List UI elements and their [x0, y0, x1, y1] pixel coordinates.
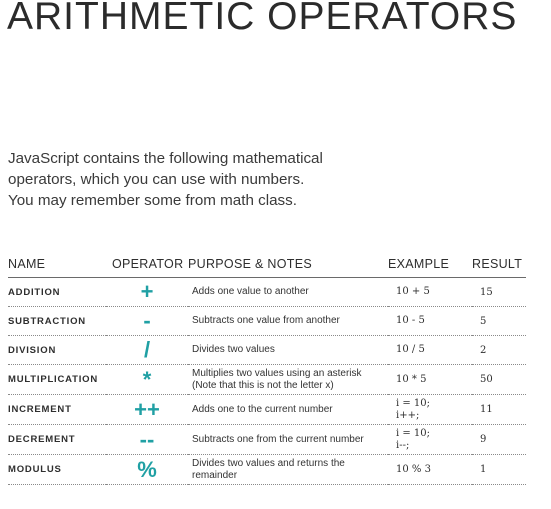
header-example: EXAMPLE: [388, 250, 472, 278]
operators-table: NAME OPERATOR PURPOSE & NOTES EXAMPLE RE…: [8, 250, 526, 485]
operator-symbol: %: [106, 454, 188, 485]
operator-purpose: Divides two values and returns the remai…: [188, 454, 388, 485]
page-title: ARITHMETIC OPERATORS: [7, 0, 518, 38]
operator-name: INCREMENT: [8, 394, 106, 425]
table-row: ADDITION + Adds one value to another 10 …: [8, 277, 526, 307]
operator-example: 10 * 5: [388, 364, 472, 395]
operator-purpose: Adds one value to another: [188, 277, 388, 307]
operator-purpose: Adds one to the current number: [188, 394, 388, 425]
operator-symbol: ++: [106, 394, 188, 425]
operator-name: MODULUS: [8, 454, 106, 485]
intro-line: operators, which you can use with number…: [8, 171, 305, 188]
operator-symbol: *: [106, 364, 188, 395]
table-row: DIVISION / Divides two values 10 / 5 2: [8, 335, 526, 365]
operator-name: DECREMENT: [8, 424, 106, 455]
table-row: SUBTRACTION - Subtracts one value from a…: [8, 306, 526, 336]
operator-example: 10 + 5: [388, 277, 472, 307]
operator-symbol: --: [106, 424, 188, 455]
operator-result: 2: [472, 335, 526, 365]
table-row: DECREMENT -- Subtracts one from the curr…: [8, 424, 526, 455]
operator-name: DIVISION: [8, 335, 106, 365]
operator-example: i = 10; i++;: [388, 394, 472, 425]
operator-result: 50: [472, 364, 526, 395]
operator-purpose: Subtracts one from the current number: [188, 424, 388, 455]
header-name: NAME: [8, 250, 106, 278]
operator-example: 10 % 3: [388, 454, 472, 485]
intro-paragraph: JavaScript contains the following mathem…: [8, 148, 428, 211]
operator-result: 9: [472, 424, 526, 455]
intro-line: You may remember some from math class.: [8, 192, 297, 209]
operator-example: 10 - 5: [388, 306, 472, 336]
table-header-row: NAME OPERATOR PURPOSE & NOTES EXAMPLE RE…: [8, 250, 526, 278]
table-row: MODULUS % Divides two values and returns…: [8, 454, 526, 485]
table-row: INCREMENT ++ Adds one to the current num…: [8, 394, 526, 425]
operator-purpose: Divides two values: [188, 335, 388, 365]
operator-symbol: /: [106, 335, 188, 365]
operator-purpose: Subtracts one value from another: [188, 306, 388, 336]
operator-purpose: Multiplies two values using an asterisk …: [188, 364, 388, 395]
operator-result: 15: [472, 277, 526, 307]
header-result: RESULT: [472, 250, 526, 278]
operator-name: MULTIPLICATION: [8, 364, 106, 395]
operator-symbol: -: [106, 306, 188, 336]
header-operator: OPERATOR: [106, 250, 188, 278]
operator-result: 11: [472, 394, 526, 425]
operator-example: 10 / 5: [388, 335, 472, 365]
operator-result: 5: [472, 306, 526, 336]
operator-name: SUBTRACTION: [8, 306, 106, 336]
table-row: MULTIPLICATION * Multiplies two values u…: [8, 364, 526, 395]
operator-result: 1: [472, 454, 526, 485]
operator-symbol: +: [106, 277, 188, 307]
operator-example: i = 10; i--;: [388, 424, 472, 455]
header-purpose: PURPOSE & NOTES: [188, 250, 388, 278]
intro-line: JavaScript contains the following mathem…: [8, 150, 323, 167]
operator-name: ADDITION: [8, 277, 106, 307]
